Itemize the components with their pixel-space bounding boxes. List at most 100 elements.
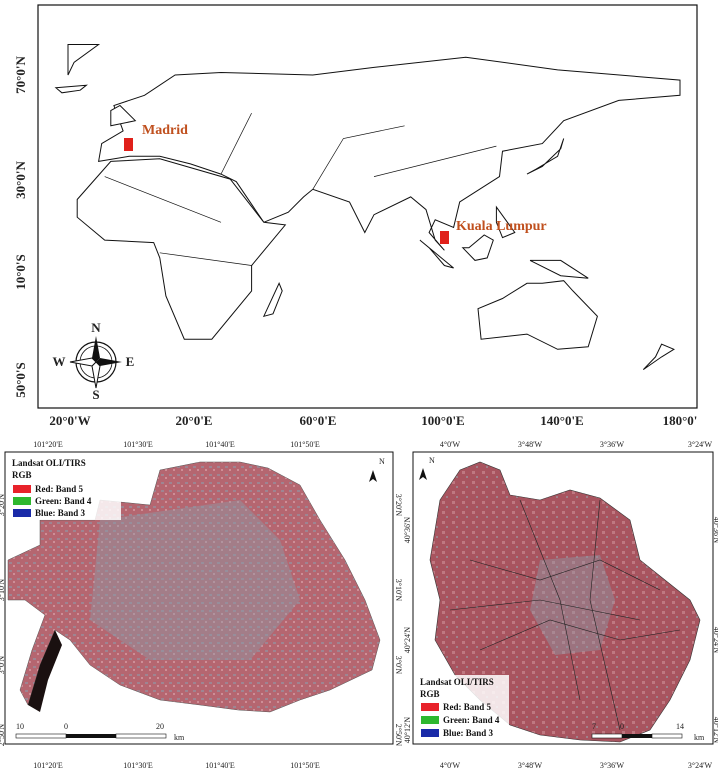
lat-label: 40°24'N bbox=[712, 627, 718, 654]
legend-swatch bbox=[13, 485, 31, 493]
scale-unit: km bbox=[174, 733, 185, 742]
world-land bbox=[54, 44, 681, 371]
legend-item: Red: Band 5 bbox=[35, 484, 84, 494]
border bbox=[373, 145, 497, 177]
lon-label: 101°20'E bbox=[33, 440, 63, 449]
legend-item: Red: Band 5 bbox=[443, 702, 492, 712]
madrid-area bbox=[429, 461, 701, 743]
lon-label: 101°40'E bbox=[205, 440, 235, 449]
madrid-boundaries bbox=[449, 499, 681, 731]
legend-swatch bbox=[421, 703, 439, 711]
city-marker bbox=[440, 231, 449, 244]
lon-label: 3°48'W bbox=[518, 440, 543, 449]
kl-coast bbox=[28, 630, 62, 712]
landmass bbox=[477, 280, 598, 350]
scale-label: 20 bbox=[156, 722, 164, 731]
lat-label: 70°0'N bbox=[13, 56, 28, 94]
lon-label: 101°40'E bbox=[205, 761, 235, 770]
lon-label: 180°0' bbox=[663, 413, 698, 428]
madrid-urban bbox=[530, 555, 615, 655]
kl-scale-bar bbox=[15, 733, 167, 739]
lon-label: 20°0'W bbox=[49, 413, 90, 428]
lat-label: 40°36'N bbox=[403, 517, 412, 544]
lon-label: 3°24'W bbox=[688, 440, 713, 449]
legend-swatch bbox=[421, 716, 439, 724]
north-arrow bbox=[369, 470, 377, 482]
lon-label: 4°0'W bbox=[440, 761, 461, 770]
lat-label: 50°0'S bbox=[13, 362, 28, 398]
lat-label: 2°50'N bbox=[394, 724, 403, 747]
lat-label: 40°12'N bbox=[712, 717, 718, 744]
scale-label: 14 bbox=[676, 722, 684, 731]
lat-label: 30°0'N bbox=[13, 161, 28, 199]
city-marker bbox=[124, 138, 133, 151]
lat-label: 3°0'N bbox=[0, 656, 6, 675]
landmass bbox=[97, 56, 681, 251]
landmass bbox=[495, 205, 516, 239]
lon-label: 60°0'E bbox=[300, 413, 337, 428]
lon-label: 101°50'E bbox=[290, 440, 320, 449]
compass bbox=[69, 336, 122, 389]
landmass bbox=[526, 138, 565, 175]
scale-label: 0 bbox=[64, 722, 68, 731]
north-arrow bbox=[419, 468, 427, 480]
legend-swatch bbox=[13, 509, 31, 517]
city-label: Kuala Lumpur bbox=[456, 219, 547, 234]
lat-label: 10°0'S bbox=[13, 254, 28, 290]
madrid-scale-bar bbox=[591, 733, 683, 739]
legend-item: Green: Band 4 bbox=[443, 715, 500, 725]
legend-swatch bbox=[13, 497, 31, 505]
city-label: Madrid bbox=[142, 123, 188, 138]
kl-area bbox=[7, 461, 381, 713]
lat-label: 3°10'N bbox=[0, 579, 6, 602]
lon-label: 101°20'E bbox=[33, 761, 63, 770]
scale-unit: km bbox=[694, 733, 705, 742]
legend-item: Blue: Band 3 bbox=[443, 728, 494, 738]
lon-label: 3°48'W bbox=[518, 761, 543, 770]
legend-item: Blue: Band 3 bbox=[35, 508, 86, 518]
landmass bbox=[67, 44, 101, 76]
legend-title: Landsat OLI/TIRS bbox=[420, 677, 494, 687]
legend-title: Landsat OLI/TIRS bbox=[12, 458, 86, 468]
border bbox=[104, 176, 222, 223]
landmass bbox=[110, 104, 137, 127]
north-label: N bbox=[429, 456, 435, 465]
landmass bbox=[54, 84, 88, 94]
landmass bbox=[262, 282, 283, 318]
landmass bbox=[529, 259, 589, 279]
landmass bbox=[419, 239, 454, 269]
lat-label: 40°24'N bbox=[403, 627, 412, 654]
landmass bbox=[642, 343, 675, 371]
legend-swatch bbox=[421, 729, 439, 737]
lon-label: 3°36'W bbox=[600, 440, 625, 449]
lon-label: 3°36'W bbox=[600, 761, 625, 770]
legend-subtitle: RGB bbox=[12, 470, 32, 480]
border bbox=[220, 112, 252, 175]
lat-label: 2°50'N bbox=[0, 724, 6, 747]
lat-label: 3°0'N bbox=[394, 656, 403, 675]
lon-label: 3°24'W bbox=[688, 761, 713, 770]
lon-label: 101°30'E bbox=[123, 440, 153, 449]
scale-label: 0 bbox=[620, 722, 624, 731]
lon-label: 101°50'E bbox=[290, 761, 320, 770]
compass-n: N bbox=[91, 320, 101, 335]
lat-label: 3°10'N bbox=[394, 579, 403, 602]
lat-label: 40°36'N bbox=[712, 517, 718, 544]
lat-label: 40°12'N bbox=[403, 717, 412, 744]
legend-item: Green: Band 4 bbox=[35, 496, 92, 506]
lon-label: 140°0'E bbox=[540, 413, 583, 428]
lon-label: 100°0'E bbox=[421, 413, 464, 428]
compass-e: E bbox=[126, 354, 135, 369]
lat-label: 3°20'N bbox=[394, 494, 403, 517]
kl-urban bbox=[90, 500, 300, 660]
landmass bbox=[461, 234, 494, 261]
north-label: N bbox=[379, 457, 385, 466]
scale-label: 7 bbox=[592, 722, 596, 731]
border bbox=[159, 252, 252, 266]
compass-s: S bbox=[92, 387, 99, 402]
scale-label: 10 bbox=[16, 722, 24, 731]
lon-label: 101°30'E bbox=[123, 761, 153, 770]
lon-label: 4°0'W bbox=[440, 440, 461, 449]
border bbox=[312, 125, 405, 190]
